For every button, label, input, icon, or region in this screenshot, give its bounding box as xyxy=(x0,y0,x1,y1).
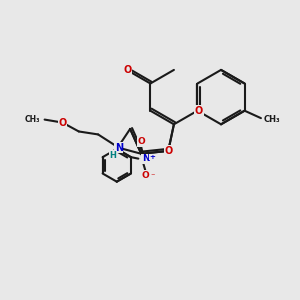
Text: O: O xyxy=(164,146,172,156)
Text: N: N xyxy=(142,154,149,163)
Text: ⁻: ⁻ xyxy=(151,171,155,180)
Text: +: + xyxy=(149,154,155,160)
Text: O: O xyxy=(123,65,131,75)
Text: O: O xyxy=(141,171,149,180)
Text: O: O xyxy=(195,106,203,116)
Text: O: O xyxy=(58,118,67,128)
Text: CH₃: CH₃ xyxy=(263,115,280,124)
Text: N: N xyxy=(115,143,123,153)
Text: O: O xyxy=(137,137,145,146)
Text: H: H xyxy=(110,151,116,160)
Text: CH₃: CH₃ xyxy=(25,115,40,124)
